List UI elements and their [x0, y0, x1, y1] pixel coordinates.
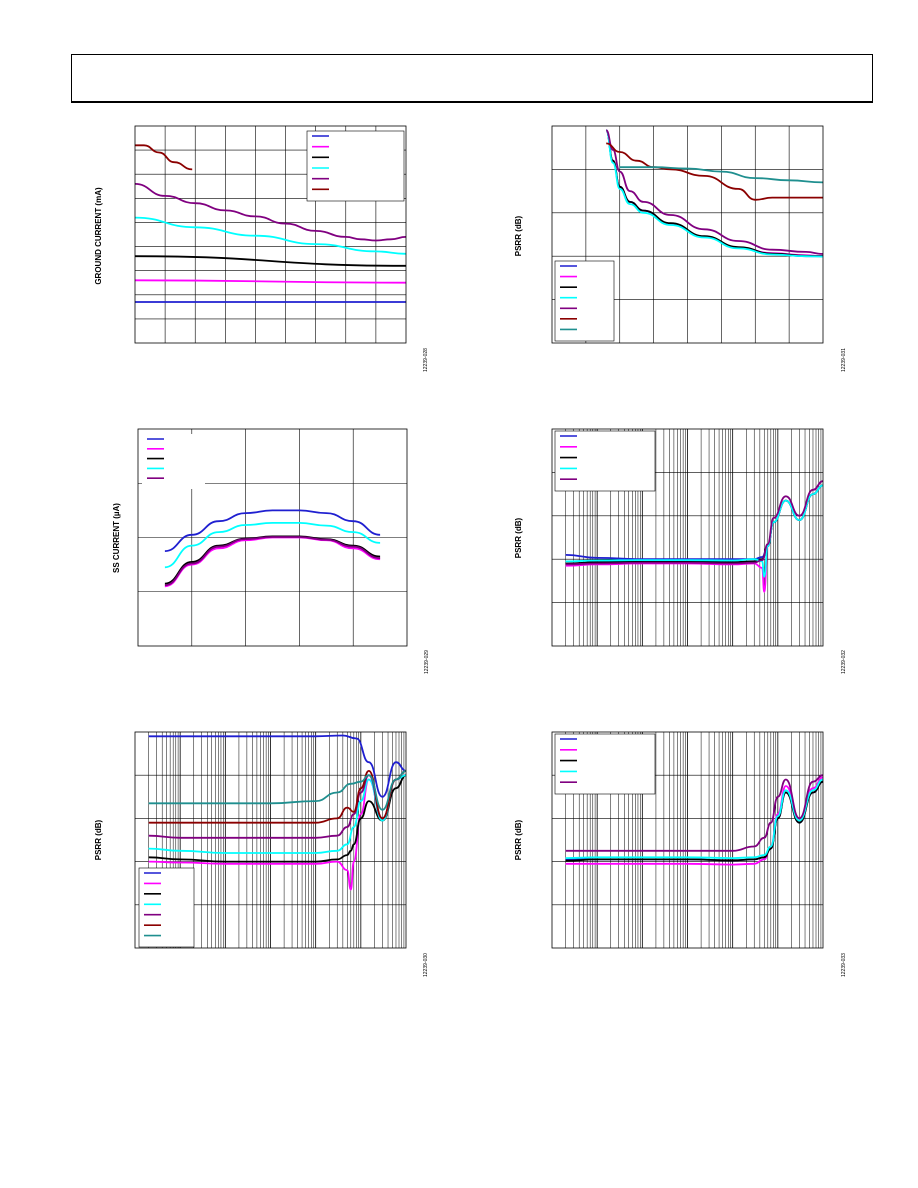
- series-line-5: [605, 129, 824, 255]
- y-axis-label: SS CURRENT (µA): [112, 503, 121, 573]
- y-axis-label: PSRR (dB): [514, 517, 523, 558]
- series-line-2: [134, 279, 407, 284]
- legend-box: [554, 260, 615, 342]
- chart-ss-current: SS CURRENT (µA) 12239-029: [112, 428, 430, 674]
- series-line-4: [605, 129, 824, 258]
- legend-box: [138, 867, 195, 948]
- series-line-3: [605, 129, 824, 258]
- plot-frame: [137, 428, 408, 647]
- legend-box: [554, 430, 656, 492]
- chart-ground-current: GROUND CURRENT (mA) 12239-028: [94, 125, 429, 372]
- series-line-5: [565, 774, 824, 852]
- series-line-3: [164, 535, 381, 585]
- figure-id: 12239-028: [423, 348, 429, 372]
- plot-frame: [134, 125, 407, 344]
- series-line-6: [148, 770, 407, 824]
- chart-psrr-freq-c: PSRR (dB) 12239-033: [514, 731, 847, 977]
- y-axis-label: GROUND CURRENT (mA): [94, 187, 103, 285]
- chart-psrr-freq-a: PSRR (dB) 12239-032: [514, 428, 847, 674]
- series-line-5: [565, 480, 824, 566]
- figure-id: 12239-030: [423, 953, 429, 977]
- chart-psrr-vs-dropout: PSRR (dB) 12239-031: [514, 125, 847, 372]
- grid: [552, 126, 823, 343]
- figure-id: 12239-033: [841, 953, 847, 977]
- series-line-7: [148, 770, 407, 811]
- series-line-1: [148, 734, 407, 798]
- series-line-4: [134, 216, 407, 255]
- series-line-4: [148, 774, 407, 854]
- figure-id: 12239-032: [841, 650, 847, 674]
- grid: [552, 429, 823, 646]
- series-line-5: [164, 536, 381, 587]
- series-line-4: [565, 484, 824, 578]
- y-axis-label: PSRR (dB): [514, 215, 523, 256]
- series-line-3: [134, 255, 407, 267]
- series-line-5: [134, 183, 407, 242]
- series-line-6: [135, 144, 193, 171]
- series-line-3: [565, 780, 824, 862]
- y-axis-label: PSRR (dB): [514, 819, 523, 860]
- legend-area: [142, 434, 205, 489]
- series-line-4: [565, 778, 824, 859]
- series-line-6: [606, 142, 823, 201]
- series-line-7: [619, 166, 824, 184]
- plot-frame: [134, 731, 407, 949]
- chart-psrr-freq-b: PSRR (dB) 12239-030: [94, 731, 429, 977]
- plot-frame: [551, 731, 824, 949]
- plot-frame: [551, 428, 824, 647]
- figure-id: 12239-031: [841, 348, 847, 372]
- series-line-1: [164, 509, 381, 552]
- legend-box: [554, 733, 656, 795]
- page-header: [71, 54, 873, 103]
- legend-box: [306, 130, 405, 202]
- series-line-4: [164, 522, 381, 569]
- y-axis-label: PSRR (dB): [94, 819, 103, 860]
- figure-id: 12239-029: [424, 650, 430, 674]
- plot-frame: [551, 125, 824, 344]
